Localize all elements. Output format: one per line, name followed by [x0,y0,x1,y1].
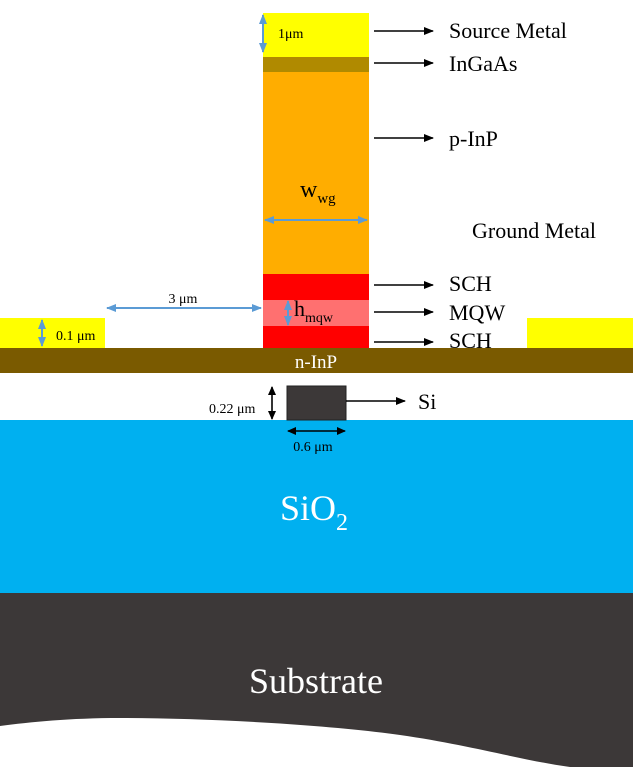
sch-bottom-layer [263,326,369,348]
gap-label: 3 μm [169,292,198,307]
n-inp-layer [0,348,633,373]
sch-bottom-label: SCH [449,328,492,353]
mqw-label: MQW [449,300,505,325]
substrate-label: Substrate [249,661,383,701]
si-label: Si [418,389,436,414]
source-metal-thickness-label: 1μm [278,27,304,42]
sio2-layer [0,420,633,593]
ingaas-label: InGaAs [449,51,517,76]
sio2-label: SiO2 [280,488,348,536]
si-waveguide [286,385,347,421]
sch-top-layer [263,274,369,300]
p-inp-layer [263,72,369,274]
sch-top-label: SCH [449,271,492,296]
waveguide-width-label: wwg [300,177,336,207]
ground-metal-thickness-label: 0.1 μm [56,329,96,344]
p-inp-label: p-InP [449,126,498,151]
ground-metal-left [0,318,105,348]
ground-metal-label: Ground Metal [472,218,596,243]
si-height-label: 0.22 μm [209,402,256,417]
substrate-layer [0,593,633,767]
mqw-layer [263,300,369,326]
ground-metal-right [527,318,633,348]
si-width-label: 0.6 μm [293,440,333,455]
source-metal-label: Source Metal [449,18,567,43]
ingaas-layer [263,57,369,72]
source-metal-layer [263,13,369,57]
mqw-height-label: hmqw [294,296,334,326]
n-inp-label: n-InP [295,352,337,373]
